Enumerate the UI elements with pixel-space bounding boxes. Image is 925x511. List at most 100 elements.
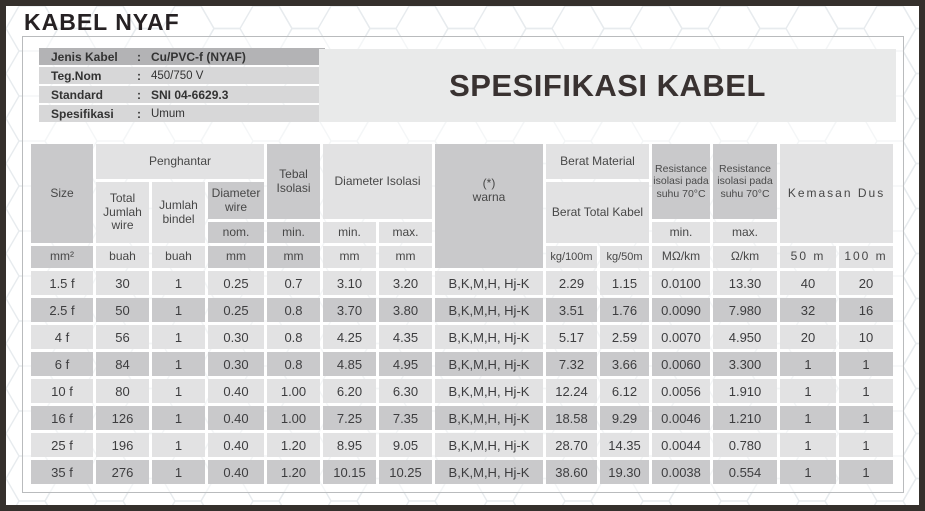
unit-size: mm² — [31, 246, 93, 268]
cell-resistance-min-mohm-km: 0.0044 — [652, 433, 711, 457]
header-warna-label: warna — [472, 190, 506, 204]
unit-kg-50m: kg/50m — [600, 246, 650, 268]
table-row: 16 f 126 1 0.40 1.00 7.25 7.35 B,K,M,H, Hj-K 18.… — [31, 406, 894, 430]
cell-kemasan-50m: 1 — [780, 352, 837, 376]
cell-berat-kg-50m: 2.59 — [600, 325, 650, 349]
cell-size: 10 f — [31, 379, 93, 403]
cell-resistance-max-ohm-km: 0.780 — [713, 433, 778, 457]
cell-diameter-wire-nom: 0.25 — [208, 271, 264, 295]
cell-diameter-wire-nom: 0.40 — [208, 406, 264, 430]
cell-jumlah-bindel: 1 — [152, 379, 205, 403]
unit-pack-50m: 50 m — [780, 246, 837, 268]
cell-total-jumlah-wire: 196 — [96, 433, 149, 457]
cell-diameter-isolasi-max: 6.30 — [379, 379, 432, 403]
header-penghantar: Penghantar — [96, 144, 264, 179]
cable-spec-table: Size Penghantar Tebal Isolasi Diameter I… — [28, 141, 896, 487]
header-diameter-wire: Diameter wire — [208, 182, 264, 219]
info-separator: : — [137, 68, 141, 83]
cell-resistance-max-ohm-km: 3.300 — [713, 352, 778, 376]
cell-diameter-isolasi-max: 10.25 — [379, 460, 432, 484]
cell-diameter-wire-nom: 0.40 — [208, 433, 264, 457]
cell-diameter-isolasi-min: 7.25 — [323, 406, 376, 430]
cell-resistance-min-mohm-km: 0.0100 — [652, 271, 711, 295]
cell-total-jumlah-wire: 126 — [96, 406, 149, 430]
cell-jumlah-bindel: 1 — [152, 298, 205, 322]
cell-total-jumlah-wire: 56 — [96, 325, 149, 349]
header-warna-star: (*) — [482, 176, 496, 191]
cell-kemasan-100m: 1 — [839, 352, 894, 376]
header-total-jumlah-wire: Total Jumlah wire — [96, 182, 149, 243]
cell-diameter-isolasi-min: 8.95 — [323, 433, 376, 457]
cell-diameter-wire-nom: 0.25 — [208, 298, 264, 322]
cell-kemasan-100m: 20 — [839, 271, 894, 295]
cell-berat-kg-100m: 3.51 — [546, 298, 597, 322]
cell-berat-kg-50m: 3.66 — [600, 352, 650, 376]
cell-warna: B,K,M,H, Hj-K — [435, 298, 543, 322]
cell-warna: B,K,M,H, Hj-K — [435, 379, 543, 403]
cell-size: 35 f — [31, 460, 93, 484]
cell-kemasan-100m: 10 — [839, 325, 894, 349]
unit-ohm-km: Ω/km — [713, 246, 778, 268]
header-nom: nom. — [208, 222, 264, 243]
info-row-teg-nom: Teg.Nom : 450/750 V — [39, 67, 325, 84]
cell-berat-kg-100m: 12.24 — [546, 379, 597, 403]
cell-warna: B,K,M,H, Hj-K — [435, 433, 543, 457]
cell-diameter-isolasi-max: 4.35 — [379, 325, 432, 349]
cell-berat-kg-100m: 5.17 — [546, 325, 597, 349]
cell-resistance-max-ohm-km: 4.950 — [713, 325, 778, 349]
cell-berat-kg-50m: 1.15 — [600, 271, 650, 295]
info-separator: : — [137, 87, 141, 102]
cell-diameter-wire-nom: 0.40 — [208, 379, 264, 403]
header-resistance-max: Resistance isolasi pada suhu 70°C — [713, 144, 778, 219]
cell-total-jumlah-wire: 50 — [96, 298, 149, 322]
header-kemasan-dus: Kemasan Dus — [780, 144, 894, 243]
cell-kemasan-100m: 16 — [839, 298, 894, 322]
info-value: 450/750 V — [151, 69, 204, 82]
cell-diameter-wire-nom: 0.30 — [208, 352, 264, 376]
cell-resistance-min-mohm-km: 0.0038 — [652, 460, 711, 484]
table-row: 2.5 f 50 1 0.25 0.8 3.70 3.80 B,K,M,H, Hj-K 3.51… — [31, 298, 894, 322]
cell-warna: B,K,M,H, Hj-K — [435, 406, 543, 430]
info-row-jenis-kabel: Jenis Kabel : Cu/PVC-f (NYAF) — [39, 48, 325, 65]
cell-berat-kg-100m: 38.60 — [546, 460, 597, 484]
cell-kemasan-50m: 1 — [780, 379, 837, 403]
info-value: Umum — [151, 107, 185, 120]
info-value: SNI 04-6629.3 — [151, 87, 229, 102]
cell-total-jumlah-wire: 30 — [96, 271, 149, 295]
cell-berat-kg-100m: 7.32 — [546, 352, 597, 376]
cell-berat-kg-50m: 1.76 — [600, 298, 650, 322]
cell-kemasan-100m: 1 — [839, 433, 894, 457]
cell-kemasan-50m: 1 — [780, 460, 837, 484]
unit-diameter-wire: mm — [208, 246, 264, 268]
cell-size: 2.5 f — [31, 298, 93, 322]
page-title: KABEL NYAF — [24, 9, 180, 35]
header-max-resistance: max. — [713, 222, 778, 243]
cell-jumlah-bindel: 1 — [152, 433, 205, 457]
cell-tebal-isolasi-min: 0.8 — [267, 298, 320, 322]
header-diameter-isolasi: Diameter Isolasi — [323, 144, 432, 219]
cell-berat-kg-100m: 2.29 — [546, 271, 597, 295]
header-min-resistance: min. — [652, 222, 711, 243]
cell-diameter-isolasi-min: 4.25 — [323, 325, 376, 349]
cell-kemasan-50m: 1 — [780, 433, 837, 457]
cell-diameter-isolasi-max: 4.95 — [379, 352, 432, 376]
unit-diameter-min: mm — [323, 246, 376, 268]
unit-kg-100m: kg/100m — [546, 246, 597, 268]
cell-warna: B,K,M,H, Hj-K — [435, 352, 543, 376]
cell-diameter-isolasi-max: 9.05 — [379, 433, 432, 457]
header-berat-material: Berat Material — [546, 144, 650, 179]
cell-resistance-max-ohm-km: 1.210 — [713, 406, 778, 430]
cell-total-jumlah-wire: 276 — [96, 460, 149, 484]
cell-kemasan-100m: 1 — [839, 406, 894, 430]
cell-diameter-wire-nom: 0.30 — [208, 325, 264, 349]
header-size: Size — [31, 144, 93, 243]
info-row-spesifikasi: Spesifikasi : Umum — [39, 105, 325, 122]
header-max-diameter: max. — [379, 222, 432, 243]
cell-jumlah-bindel: 1 — [152, 352, 205, 376]
cell-tebal-isolasi-min: 0.7 — [267, 271, 320, 295]
cell-berat-kg-50m: 6.12 — [600, 379, 650, 403]
cell-kemasan-100m: 1 — [839, 460, 894, 484]
cell-tebal-isolasi-min: 1.20 — [267, 460, 320, 484]
cell-jumlah-bindel: 1 — [152, 325, 205, 349]
